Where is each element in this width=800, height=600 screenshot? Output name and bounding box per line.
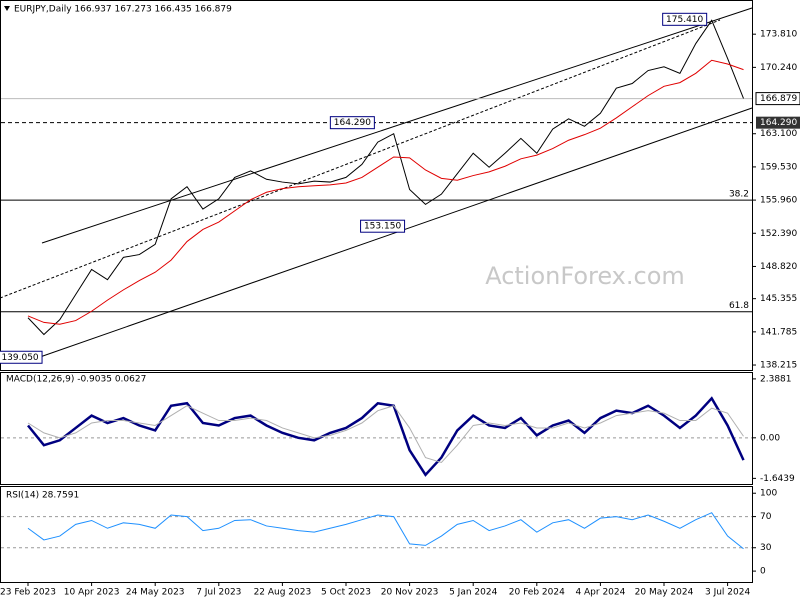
x-tick-label: 24 May 2023 — [126, 588, 185, 598]
x-tick-label: 23 Feb 2023 — [0, 588, 56, 598]
rsi-panel — [0, 486, 753, 583]
x-tick-label: 22 Aug 2023 — [254, 588, 312, 598]
annotation-box — [662, 12, 708, 26]
annotation-label: 175.410 — [666, 15, 703, 25]
watermark: ActionForex.com — [485, 262, 685, 290]
annotation-box — [329, 116, 375, 130]
series-line — [27, 59, 744, 325]
y-tick-label: -1.6439 — [760, 474, 795, 484]
x-tick-label: 7 Jul 2023 — [196, 588, 241, 598]
y-tick-label: 0.00 — [760, 433, 780, 443]
support-label: 164.290 — [760, 118, 797, 128]
menu-icon — [4, 6, 10, 11]
rsi-title: RSI(14) 28.7591 — [6, 491, 79, 501]
y-tick-label: 155.960 — [760, 196, 797, 206]
fib-label: 61.8 — [729, 301, 749, 311]
x-tick-label: 5 Oct 2023 — [321, 588, 371, 598]
y-tick-label: 170.240 — [760, 63, 797, 73]
y-tick-label: 152.390 — [760, 229, 797, 239]
y-tick-label: 163.100 — [760, 129, 797, 139]
fib-label: 38.2 — [729, 190, 749, 200]
annotation-label: 153.150 — [364, 222, 401, 232]
chart-title: EURJPY,Daily 166.937 167.273 166.435 166… — [14, 5, 232, 15]
y-tick-label: 148.820 — [760, 262, 797, 272]
y-tick-label: 159.530 — [760, 162, 797, 172]
annotation-label: 139.050 — [1, 353, 38, 363]
channel-upper — [41, 7, 753, 244]
x-tick-label: 20 May 2024 — [635, 588, 694, 598]
series-line — [27, 19, 744, 336]
macd-panel — [0, 372, 753, 485]
annotation-box — [360, 219, 406, 233]
x-tick-label: 10 Apr 2023 — [64, 588, 120, 598]
series-line — [27, 512, 744, 550]
y-tick-label: 141.785 — [760, 327, 797, 337]
y-tick-label: 138.215 — [760, 361, 797, 371]
main-panel — [0, 0, 753, 371]
price-box — [755, 92, 800, 106]
x-tick-label: 20 Nov 2023 — [381, 588, 439, 598]
channel-middle — [0, 19, 721, 299]
current-price-label: 166.879 — [760, 94, 797, 104]
y-tick-label: 0 — [760, 567, 766, 577]
macd-title: MACD(12,26,9) -0.9035 0.0627 — [6, 375, 146, 385]
y-tick-label: 2.3881 — [760, 374, 792, 384]
y-tick-label: 173.810 — [760, 30, 797, 40]
support-box — [756, 116, 800, 129]
y-tick-label: 100 — [760, 489, 777, 499]
y-tick-label: 145.355 — [760, 294, 797, 304]
series-line — [27, 396, 745, 477]
x-tick-label: 20 Feb 2024 — [509, 588, 565, 598]
x-tick-label: 4 Apr 2024 — [575, 588, 625, 598]
x-tick-label: 3 Jul 2024 — [705, 588, 750, 598]
annotation-box — [0, 350, 43, 364]
annotation-label: 164.290 — [334, 118, 371, 128]
y-tick-label: 30 — [760, 543, 772, 553]
y-tick-label: 70 — [760, 512, 772, 522]
x-tick-label: 5 Jan 2024 — [449, 588, 497, 598]
series-line — [27, 405, 744, 464]
